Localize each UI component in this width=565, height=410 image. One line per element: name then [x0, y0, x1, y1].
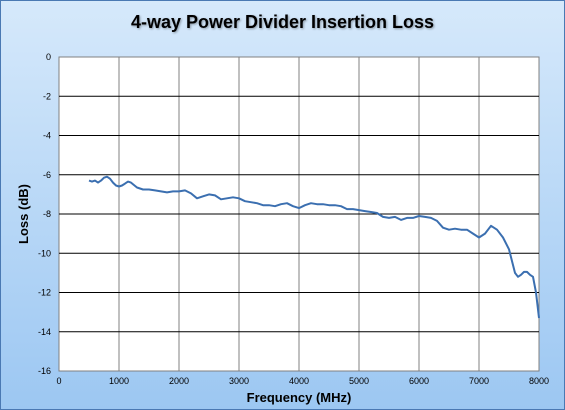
series-line	[88, 175, 540, 319]
y-tick-label: -2	[43, 91, 51, 101]
y-axis-title: Loss (dB)	[16, 184, 31, 244]
y-tick-label: -10	[38, 248, 51, 258]
x-tick-label: 1000	[109, 376, 129, 386]
x-tick-label: 5000	[349, 376, 369, 386]
x-tick-label: 3000	[229, 376, 249, 386]
x-tick-label: 0	[56, 376, 61, 386]
x-tick-label: 8000	[529, 376, 549, 386]
chart-title: 4-way Power Divider Insertion Loss	[130, 12, 435, 32]
y-tick-label: 0	[46, 52, 51, 62]
x-tick-label: 4000	[289, 376, 309, 386]
y-tick-label: -12	[38, 288, 51, 298]
x-axis-title: Frequency (MHz)	[247, 390, 352, 405]
y-tick-label: -16	[38, 366, 51, 376]
series-layer	[88, 175, 540, 319]
y-tick-label: -14	[38, 327, 51, 337]
x-tick-labels: 0 1000 2000 3000 4000 5000 6000 7000 8000	[56, 376, 549, 386]
x-tick-label: 7000	[469, 376, 489, 386]
y-tick-labels: 0 -2 -4 -6 -8 -10 -12 -14 -16	[38, 52, 51, 376]
y-tick-label: -6	[43, 170, 51, 180]
y-tick-label: -4	[43, 131, 51, 141]
x-tick-label: 2000	[169, 376, 189, 386]
x-tick-label: 6000	[409, 376, 429, 386]
y-tick-label: -8	[43, 209, 51, 219]
horizontal-gridlines	[59, 95, 539, 333]
